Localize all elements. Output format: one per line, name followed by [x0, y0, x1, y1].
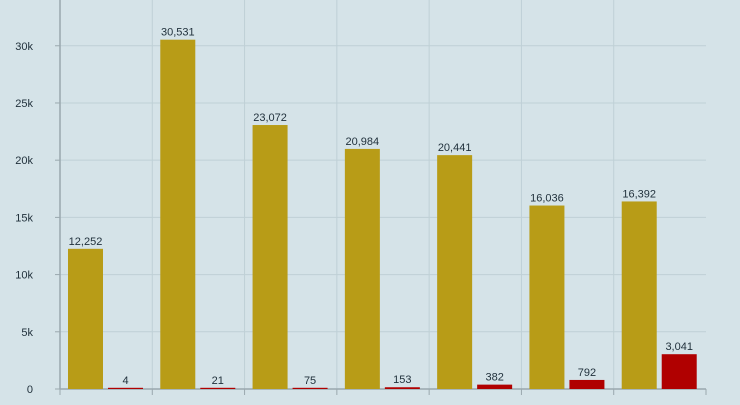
bar	[384, 387, 420, 389]
y-tick-label: 30k	[15, 41, 33, 53]
bar	[437, 155, 473, 389]
data-label: 20,441	[438, 142, 472, 154]
bar	[68, 248, 103, 389]
data-label: 792	[578, 367, 596, 379]
data-label: 75	[304, 375, 316, 387]
bar	[661, 354, 697, 389]
data-label: 21	[212, 375, 224, 387]
bar	[108, 387, 143, 389]
bar	[569, 379, 605, 389]
data-label: 3,041	[665, 341, 693, 353]
data-label: 30,531	[161, 27, 195, 39]
y-tick-label: 15k	[15, 212, 33, 224]
bar	[200, 387, 236, 389]
bar	[529, 205, 565, 389]
bar	[621, 201, 657, 389]
gridlines	[60, 0, 706, 389]
data-label: 12,252	[69, 236, 103, 248]
data-label: 16,392	[622, 188, 656, 200]
data-labels: 12,252 30,531 23,072 20,984 20,441 16,036 16,3…	[69, 27, 693, 387]
y-tick-label: 20k	[15, 155, 33, 167]
data-label: 23,072	[253, 112, 287, 124]
bar	[252, 125, 288, 389]
y-tick-label: 10k	[15, 270, 33, 282]
bar	[477, 384, 513, 389]
bar	[160, 39, 196, 389]
data-label: 4	[122, 375, 128, 387]
bar	[292, 387, 328, 389]
data-label: 20,984	[346, 136, 380, 148]
bar	[344, 148, 380, 389]
bars	[68, 39, 697, 389]
data-label: 16,036	[530, 193, 564, 205]
y-tick-label: 0	[27, 384, 33, 396]
y-tick-label: 5k	[21, 327, 33, 339]
data-label: 153	[393, 374, 411, 386]
y-tick-label: 25k	[15, 98, 33, 110]
data-label: 382	[485, 372, 503, 384]
